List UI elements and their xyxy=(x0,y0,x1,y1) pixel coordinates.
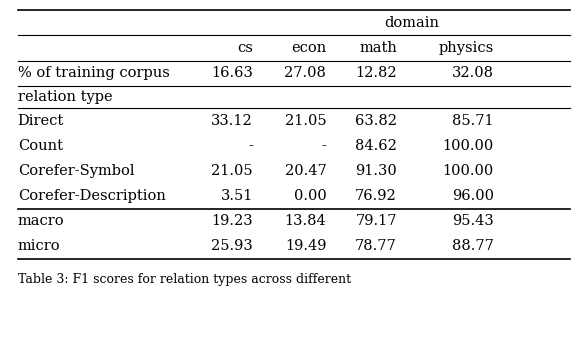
Text: % of training corpus: % of training corpus xyxy=(18,66,169,80)
Text: 79.17: 79.17 xyxy=(355,214,397,228)
Text: domain: domain xyxy=(384,16,439,30)
Text: 27.08: 27.08 xyxy=(285,66,326,80)
Text: 20.47: 20.47 xyxy=(285,164,326,178)
Text: -: - xyxy=(322,139,326,153)
Text: 78.77: 78.77 xyxy=(355,239,397,254)
Text: cs: cs xyxy=(237,41,253,55)
Text: 96.00: 96.00 xyxy=(452,189,494,203)
Text: micro: micro xyxy=(18,239,60,254)
Text: Corefer-Description: Corefer-Description xyxy=(18,189,165,203)
Text: 16.63: 16.63 xyxy=(211,66,253,80)
Text: 3.51: 3.51 xyxy=(220,189,253,203)
Text: 13.84: 13.84 xyxy=(285,214,326,228)
Text: 95.43: 95.43 xyxy=(452,214,494,228)
Text: 100.00: 100.00 xyxy=(443,164,494,178)
Text: 21.05: 21.05 xyxy=(285,114,326,128)
Text: -: - xyxy=(248,139,253,153)
Text: Table 3: F1 scores for relation types across different: Table 3: F1 scores for relation types ac… xyxy=(18,272,351,286)
Text: 33.12: 33.12 xyxy=(211,114,253,128)
Text: 91.30: 91.30 xyxy=(355,164,397,178)
Text: 19.23: 19.23 xyxy=(211,214,253,228)
Text: 85.71: 85.71 xyxy=(452,114,494,128)
Text: 19.49: 19.49 xyxy=(285,239,326,254)
Text: macro: macro xyxy=(18,214,64,228)
Text: 88.77: 88.77 xyxy=(452,239,494,254)
Text: 0.00: 0.00 xyxy=(293,189,326,203)
Text: Count: Count xyxy=(18,139,63,153)
Text: math: math xyxy=(359,41,397,55)
Text: 84.62: 84.62 xyxy=(355,139,397,153)
Text: econ: econ xyxy=(291,41,326,55)
Text: physics: physics xyxy=(439,41,494,55)
Text: 100.00: 100.00 xyxy=(443,139,494,153)
Text: 63.82: 63.82 xyxy=(355,114,397,128)
Text: 76.92: 76.92 xyxy=(355,189,397,203)
Text: relation type: relation type xyxy=(18,90,112,104)
Text: Corefer-Symbol: Corefer-Symbol xyxy=(18,164,134,178)
Text: 32.08: 32.08 xyxy=(452,66,494,80)
Text: 21.05: 21.05 xyxy=(211,164,253,178)
Text: 25.93: 25.93 xyxy=(211,239,253,254)
Text: 12.82: 12.82 xyxy=(355,66,397,80)
Text: Direct: Direct xyxy=(18,114,64,128)
